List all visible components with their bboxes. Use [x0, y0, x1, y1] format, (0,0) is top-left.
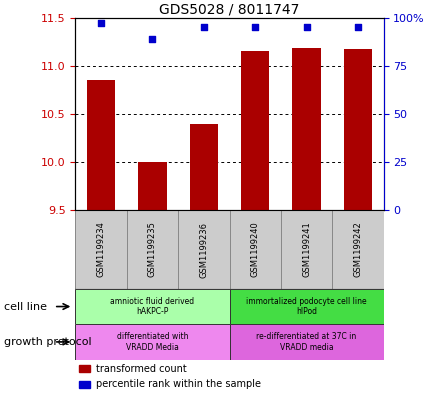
Bar: [126, 210, 178, 289]
Bar: [75, 289, 229, 324]
Bar: [292, 48, 320, 210]
Text: GSM1199236: GSM1199236: [199, 222, 208, 277]
Point: [353, 24, 360, 30]
Bar: [75, 210, 126, 289]
Text: GSM1199242: GSM1199242: [353, 222, 362, 277]
Text: transformed count: transformed count: [96, 364, 186, 374]
Bar: [87, 80, 115, 210]
Text: GSM1199241: GSM1199241: [301, 222, 310, 277]
Text: GSM1199235: GSM1199235: [147, 222, 157, 277]
Bar: [78, 381, 89, 388]
Title: GDS5028 / 8011747: GDS5028 / 8011747: [159, 2, 299, 17]
Bar: [229, 210, 280, 289]
Text: GSM1199234: GSM1199234: [96, 222, 105, 277]
Text: differentiated with
VRADD Media: differentiated with VRADD Media: [117, 332, 188, 352]
Text: re-differentiated at 37C in
VRADD media: re-differentiated at 37C in VRADD media: [256, 332, 356, 352]
Text: immortalized podocyte cell line
hIPod: immortalized podocyte cell line hIPod: [246, 297, 366, 316]
Bar: [75, 324, 229, 360]
Bar: [78, 365, 89, 372]
Text: growth protocol: growth protocol: [4, 337, 92, 347]
Bar: [229, 324, 383, 360]
Bar: [343, 50, 371, 210]
Point: [149, 36, 156, 42]
Bar: [138, 162, 166, 210]
Text: percentile rank within the sample: percentile rank within the sample: [96, 379, 260, 389]
Bar: [178, 210, 229, 289]
Point: [98, 20, 104, 27]
Bar: [332, 210, 383, 289]
Bar: [280, 210, 332, 289]
Point: [302, 24, 309, 30]
Text: amniotic fluid derived
hAKPC-P: amniotic fluid derived hAKPC-P: [110, 297, 194, 316]
Text: cell line: cell line: [4, 301, 47, 312]
Bar: [189, 123, 218, 210]
Point: [251, 24, 258, 30]
Text: GSM1199240: GSM1199240: [250, 222, 259, 277]
Bar: [240, 51, 269, 210]
Point: [200, 24, 207, 30]
Bar: [229, 289, 383, 324]
